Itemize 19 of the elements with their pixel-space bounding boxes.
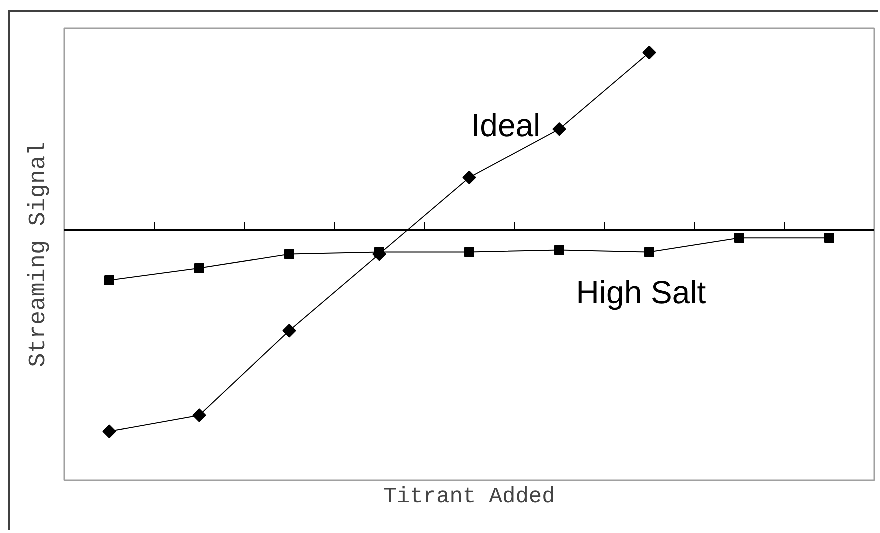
point: [644, 247, 654, 258]
series-label: Ideal: [471, 108, 541, 144]
point: [554, 245, 564, 256]
point: [552, 122, 566, 136]
point: [194, 263, 204, 274]
point: [734, 233, 744, 244]
point: [374, 247, 384, 258]
point: [824, 233, 834, 244]
point: [284, 249, 294, 260]
point: [102, 424, 116, 438]
point: [192, 408, 206, 422]
point: [104, 275, 114, 286]
point: [462, 170, 476, 185]
x-axis-title: Titrant Added: [384, 484, 556, 510]
point: [282, 324, 296, 338]
y-axis-title: Streaming Signal: [26, 142, 52, 368]
point: [464, 247, 474, 258]
point: [642, 46, 656, 60]
series-label: High Salt: [576, 274, 706, 310]
